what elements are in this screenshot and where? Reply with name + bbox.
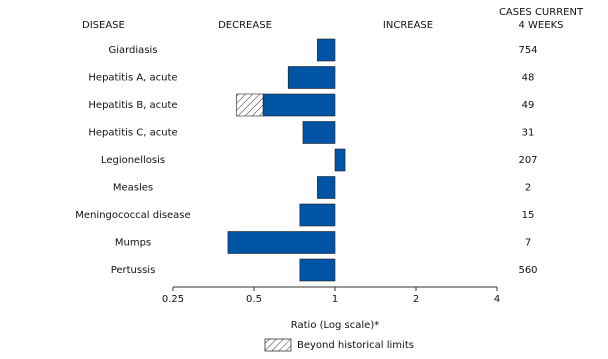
disease-header: DISEASE [82,20,125,31]
decrease-header: DECREASE [218,20,272,31]
bar [227,231,336,254]
x-tick-label: 2 [413,294,419,305]
bar [317,38,336,62]
category-label: Pertussis [111,265,156,276]
bar-beyond-limit [236,93,264,117]
category-label: Legionellosis [101,155,165,166]
cases-header: 4 WEEKS [519,20,564,31]
cases-value: 48 [522,73,535,84]
cases-value: 7 [525,238,531,249]
category-label: Meningococcal disease [75,210,190,221]
bar [299,258,336,282]
category-label: Hepatitis B, acute [88,100,177,111]
bar [302,121,336,144]
bar [334,148,346,172]
bar [317,176,336,199]
cases-value: 2 [525,183,531,194]
x-tick-label: 1 [332,294,338,305]
bar [299,203,336,227]
cases-value: 31 [522,128,535,139]
x-tick-label: 0.25 [162,294,184,305]
x-tick-label: 4 [494,294,500,305]
increase-header: INCREASE [383,20,433,31]
category-label: Hepatitis A, acute [88,73,177,84]
cases-value: 49 [522,100,535,111]
category-label: Measles [113,183,153,194]
cases-value: 560 [518,265,537,276]
cases-value: 207 [518,155,537,166]
bar [287,66,336,89]
cases-header: CASES CURRENT [499,7,584,18]
bar [262,93,336,117]
x-axis-label: Ratio (Log scale)* [291,320,379,331]
cases-value: 15 [522,210,535,221]
category-label: Mumps [115,238,151,249]
cases-value: 754 [518,45,537,56]
category-label: Hepatitis C, acute [88,128,177,139]
x-tick-label: 0.5 [246,294,262,305]
legend-label: Beyond historical limits [297,340,414,351]
legend-swatch [264,338,292,352]
category-label: Giardiasis [108,45,157,56]
